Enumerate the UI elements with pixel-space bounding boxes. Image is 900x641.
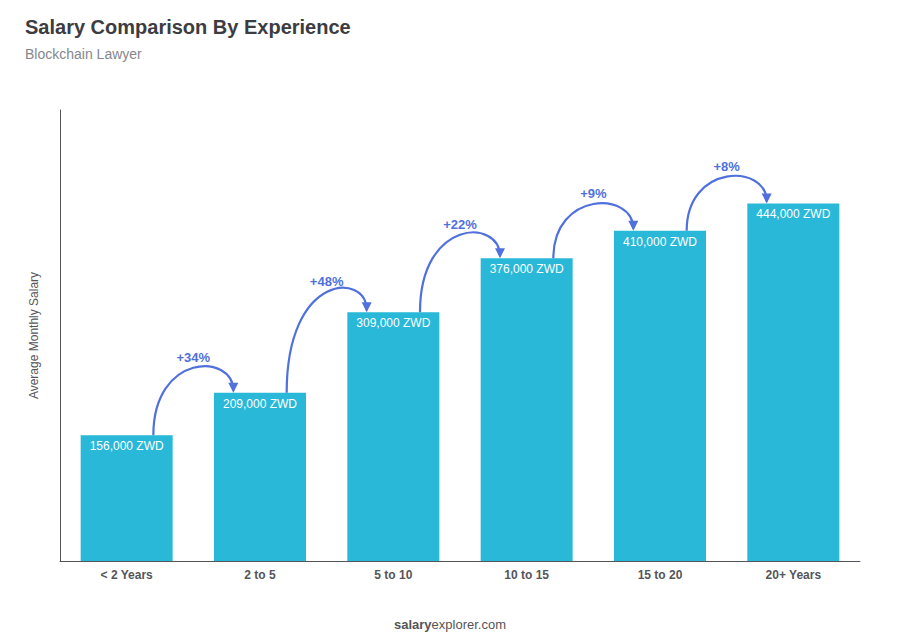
svg-text:Average Monthly Salary: Average Monthly Salary xyxy=(27,272,41,399)
svg-text:20+ Years: 20+ Years xyxy=(766,568,822,582)
svg-text:Salary Comparison By Experienc: Salary Comparison By Experience xyxy=(25,16,351,38)
svg-text:10 to 15: 10 to 15 xyxy=(504,568,549,582)
svg-text:2 to 5: 2 to 5 xyxy=(244,568,276,582)
svg-text:309,000 ZWD: 309,000 ZWD xyxy=(356,316,430,330)
svg-text:444,000 ZWD: 444,000 ZWD xyxy=(756,207,830,221)
svg-text:+22%: +22% xyxy=(443,217,477,232)
svg-text:410,000 ZWD: 410,000 ZWD xyxy=(623,235,697,249)
svg-text:5 to 10: 5 to 10 xyxy=(374,568,412,582)
svg-text:156,000 ZWD: 156,000 ZWD xyxy=(90,439,164,453)
svg-text:+9%: +9% xyxy=(580,186,607,201)
svg-text:salary: salary xyxy=(394,617,432,632)
svg-text:209,000 ZWD: 209,000 ZWD xyxy=(223,397,297,411)
svg-text:+34%: +34% xyxy=(177,350,211,365)
svg-text:15 to 20: 15 to 20 xyxy=(638,568,683,582)
svg-text:Blockchain Lawyer: Blockchain Lawyer xyxy=(25,46,142,62)
svg-text:explorer.com: explorer.com xyxy=(432,617,506,632)
svg-text:+8%: +8% xyxy=(713,159,740,174)
svg-text:376,000 ZWD: 376,000 ZWD xyxy=(490,262,564,276)
svg-text:+48%: +48% xyxy=(310,274,344,289)
svg-text:< 2 Years: < 2 Years xyxy=(101,568,153,582)
